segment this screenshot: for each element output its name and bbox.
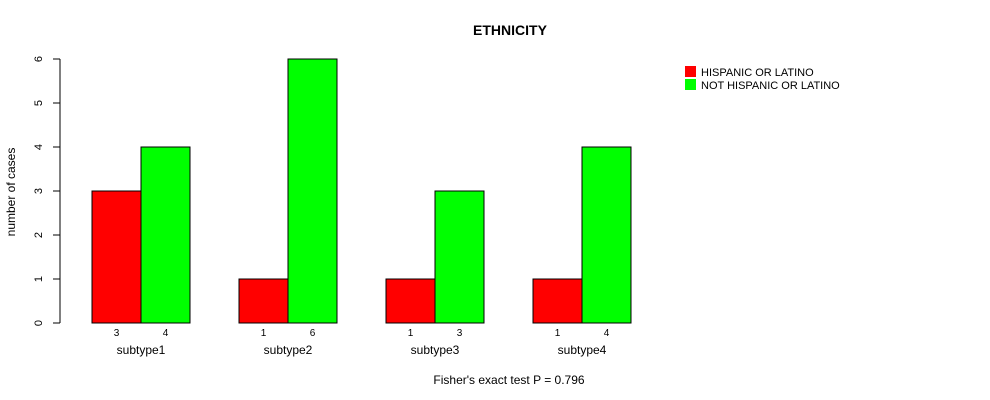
- bar: [581, 146, 632, 324]
- bar-count-label: 1: [408, 328, 414, 339]
- bar-count-label: 6: [310, 328, 316, 339]
- count-labels: 3 4 1 6 1 3 1 4: [114, 328, 610, 339]
- category-label: subtype1: [117, 343, 166, 357]
- y-tick-label: 6: [33, 56, 45, 62]
- y-tick-label: 2: [33, 232, 45, 238]
- bar: [287, 58, 338, 324]
- y-tick-label: 3: [33, 188, 45, 194]
- bar: [91, 190, 142, 324]
- bar-count-label: 1: [555, 328, 561, 339]
- bar: [140, 146, 191, 324]
- legend-label: NOT HISPANIC OR LATINO: [701, 80, 840, 92]
- bar-count-label: 4: [163, 328, 169, 339]
- category-label: subtype2: [264, 343, 313, 357]
- legend-swatch: [685, 66, 696, 77]
- category-labels: subtype1 subtype2 subtype3 subtype4: [117, 343, 607, 357]
- legend-swatch: [685, 79, 696, 90]
- chart-title: ETHNICITY: [473, 22, 548, 38]
- bar: [238, 278, 289, 324]
- bar: [385, 278, 436, 324]
- bar: [532, 278, 583, 324]
- y-tick-label: 5: [33, 100, 45, 106]
- category-label: subtype4: [558, 343, 607, 357]
- bar: [434, 190, 485, 324]
- bar-count-label: 1: [261, 328, 267, 339]
- y-tick-label: 1: [33, 276, 45, 282]
- bars: [91, 58, 632, 324]
- y-tick-label: 0: [33, 320, 45, 326]
- bar-count-label: 4: [604, 328, 610, 339]
- fisher-test-note: Fisher's exact test P = 0.796: [433, 373, 584, 387]
- bar-count-label: 3: [114, 328, 120, 339]
- y-axis: 0 1 2 3 4 5 6: [33, 56, 61, 326]
- legend-label: HISPANIC OR LATINO: [701, 67, 814, 79]
- y-tick-label: 4: [33, 144, 45, 150]
- y-axis-label: number of cases: [4, 148, 18, 237]
- category-label: subtype3: [411, 343, 460, 357]
- bar-count-label: 3: [457, 328, 463, 339]
